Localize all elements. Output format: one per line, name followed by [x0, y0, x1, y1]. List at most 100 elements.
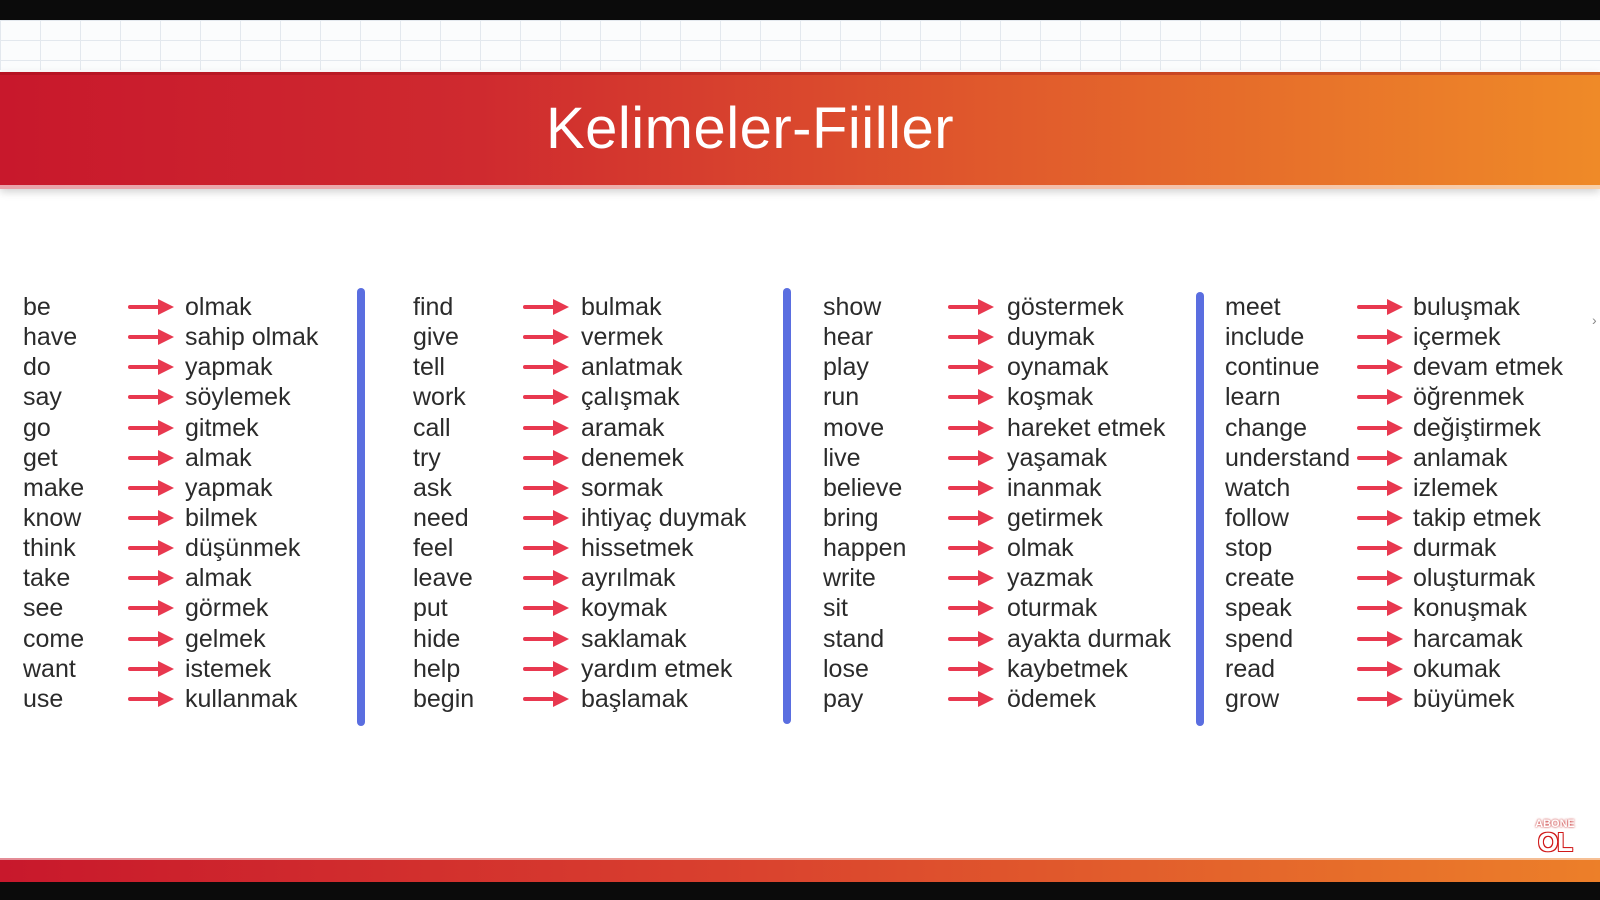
turkish-translation: söylemek: [185, 383, 291, 412]
arrow-right-icon: [523, 600, 569, 617]
english-verb: play: [823, 353, 869, 382]
arrow-right-icon: [1357, 600, 1403, 617]
title-banner: [0, 72, 1600, 189]
turkish-translation: devam etmek: [1413, 353, 1564, 382]
english-verb: believe: [823, 473, 903, 502]
english-verb: do: [23, 353, 51, 382]
arrow-right-icon: [523, 389, 569, 406]
turkish-translation: ihtiyaç duymak: [581, 503, 747, 532]
arrow-right-icon: [1357, 299, 1403, 315]
english-verb: take: [23, 564, 71, 593]
english-verb: think: [23, 534, 76, 563]
turkish-translation: kullanmak: [185, 684, 298, 713]
arrow-right-icon: [128, 359, 174, 376]
arrow-right-icon: [523, 419, 569, 436]
turkish-translation: ayrılmak: [581, 564, 676, 593]
english-verb: include: [1225, 323, 1305, 352]
english-verb: lose: [823, 654, 869, 683]
subscribe-badge-top: ABONE: [1535, 818, 1575, 830]
turkish-translation: gelmek: [185, 624, 266, 653]
english-verb: watch: [1225, 473, 1291, 502]
bottom-band: [0, 858, 1600, 882]
english-verb: stop: [1225, 534, 1273, 563]
english-verb: try: [413, 443, 441, 472]
arrow-right-icon: [948, 329, 994, 346]
turkish-translation: anlamak: [1413, 443, 1508, 472]
arrow-right-icon: [523, 630, 569, 647]
english-verb: put: [413, 594, 448, 623]
turkish-translation: duymak: [1007, 323, 1095, 352]
turkish-translation: hissetmek: [581, 534, 694, 563]
english-verb: pay: [823, 684, 864, 713]
turkish-translation: yaşamak: [1007, 443, 1108, 472]
english-verb: make: [23, 473, 85, 502]
turkish-translation: izlemek: [1413, 473, 1498, 502]
turkish-translation: okumak: [1413, 654, 1501, 683]
subscribe-badge[interactable]: ABONE OL: [1532, 818, 1578, 855]
arrow-right-icon: [1357, 329, 1403, 346]
arrow-right-icon: [1357, 690, 1403, 707]
arrow-right-icon: [523, 329, 569, 346]
english-verb: grow: [1225, 684, 1280, 713]
arrow-right-icon: [1357, 359, 1403, 376]
english-verb: tell: [413, 353, 445, 382]
arrow-right-icon: [1357, 419, 1403, 436]
arrow-right-icon: [523, 660, 569, 677]
turkish-translation: olmak: [185, 293, 252, 321]
turkish-translation: almak: [185, 564, 252, 593]
english-verb: get: [23, 443, 58, 472]
turkish-translation: görmek: [185, 594, 269, 623]
arrow-right-icon: [1357, 479, 1403, 496]
english-verb: move: [823, 413, 885, 442]
english-verb: write: [823, 564, 876, 593]
arrow-right-icon: [523, 449, 569, 466]
english-verb: change: [1225, 413, 1308, 442]
english-verb: read: [1225, 654, 1276, 683]
english-verb: find: [413, 293, 454, 321]
arrow-right-icon: [128, 690, 174, 707]
arrow-right-icon: [523, 540, 569, 557]
english-verb: bring: [823, 503, 879, 532]
arrow-right-icon: [128, 299, 174, 315]
arrow-right-icon: [948, 359, 994, 376]
arrow-right-icon: [948, 630, 994, 647]
arrow-right-icon: [523, 509, 569, 526]
arrow-right-icon: [1357, 509, 1403, 526]
english-verb: be: [23, 293, 51, 321]
column-divider: [1196, 292, 1204, 726]
arrow-right-icon: [128, 600, 174, 617]
arrow-right-icon: [128, 419, 174, 436]
english-verb: happen: [823, 534, 907, 563]
english-verb: have: [23, 323, 78, 352]
turkish-translation: anlatmak: [581, 353, 683, 382]
arrow-right-icon: [523, 570, 569, 587]
turkish-translation: yardım etmek: [581, 654, 733, 683]
arrow-right-icon: [948, 600, 994, 617]
arrow-right-icon: [948, 660, 994, 677]
turkish-translation: almak: [185, 443, 252, 472]
english-verb: show: [823, 293, 882, 321]
arrow-right-icon: [128, 630, 174, 647]
english-verb: work: [413, 383, 466, 412]
arrow-right-icon: [948, 509, 994, 526]
english-verb: go: [23, 413, 51, 442]
arrow-right-icon: [948, 299, 994, 315]
turkish-translation: harcamak: [1413, 624, 1523, 653]
turkish-translation: hareket etmek: [1007, 413, 1166, 442]
column-divider: [783, 288, 791, 724]
turkish-translation: sormak: [581, 473, 663, 502]
turkish-translation: vermek: [581, 323, 663, 352]
grid-background: [0, 20, 1600, 70]
turkish-translation: gitmek: [185, 413, 259, 442]
english-verb: help: [413, 654, 461, 683]
english-verb: spend: [1225, 624, 1294, 653]
arrow-right-icon: [128, 389, 174, 406]
turkish-translation: değiştirmek: [1413, 413, 1541, 442]
arrow-right-icon: [523, 359, 569, 376]
english-verb: say: [23, 383, 62, 412]
english-verb: know: [23, 503, 82, 532]
english-verb: run: [823, 383, 860, 412]
arrow-right-icon: [523, 690, 569, 707]
turkish-translation: kaybetmek: [1007, 654, 1128, 683]
english-verb: see: [23, 594, 64, 623]
